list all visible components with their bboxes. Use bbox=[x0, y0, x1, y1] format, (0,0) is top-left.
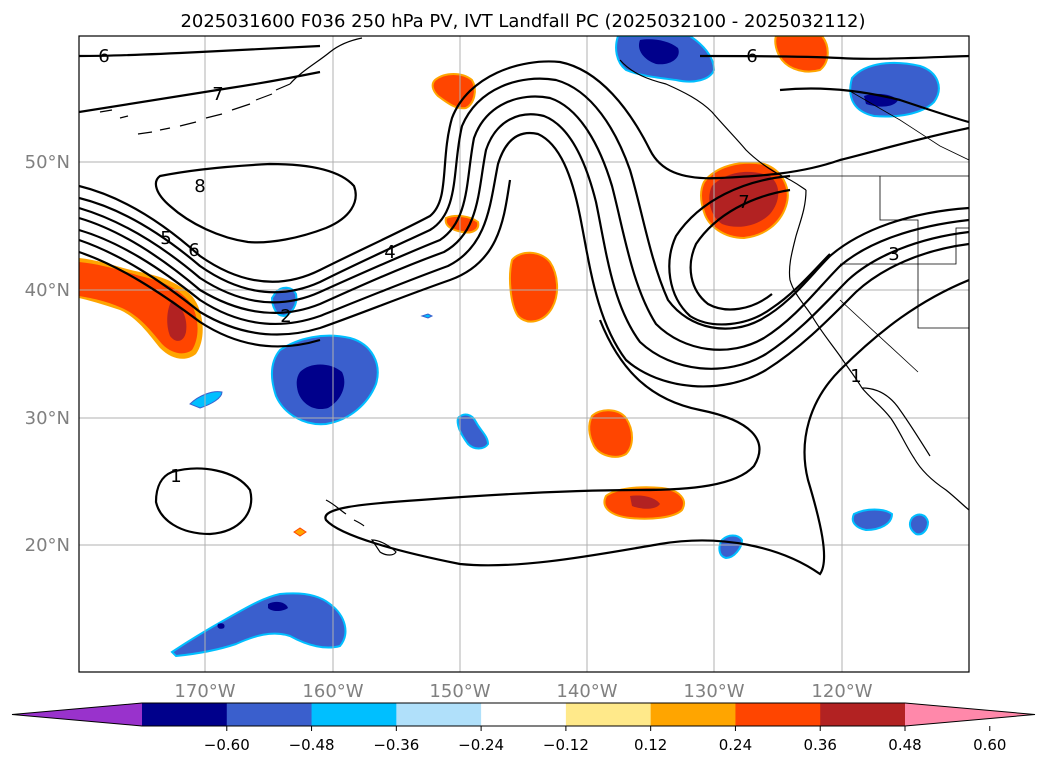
contour-label: 4 bbox=[384, 242, 395, 263]
gridlines bbox=[79, 36, 969, 672]
contour-label: 1 bbox=[850, 366, 861, 387]
negative-anomaly-shading bbox=[170, 36, 940, 658]
contour-label: 7 bbox=[738, 192, 749, 213]
colorbar-bin bbox=[735, 703, 821, 726]
colorbar-bin bbox=[226, 703, 313, 726]
colorbar-extend-high bbox=[905, 703, 1035, 726]
political-borders bbox=[790, 89, 969, 373]
contour-label: 2 bbox=[280, 306, 291, 327]
colorbar-bin bbox=[142, 703, 228, 726]
lon-label: 140°W bbox=[556, 681, 617, 702]
map-area: 6 7 8 5 6 4 2 6 7 3 1 1 bbox=[79, 36, 969, 672]
colorbar-bin bbox=[481, 703, 567, 726]
lat-label: 40°N bbox=[25, 280, 70, 301]
colorbar-bin bbox=[650, 703, 736, 726]
colorbar-tick-label: −0.60 bbox=[204, 736, 250, 754]
contour-labels: 6 7 8 5 6 4 2 6 7 3 1 1 bbox=[98, 46, 899, 487]
colorbar-tick-label: −0.12 bbox=[543, 736, 589, 754]
contour-label: 7 bbox=[212, 84, 223, 105]
colorbar-tick-label: 0.12 bbox=[634, 736, 667, 754]
colorbar-outline bbox=[11, 702, 1036, 727]
colorbar-tick-label: 0.36 bbox=[804, 736, 837, 754]
colorbar-bin bbox=[565, 703, 652, 726]
colorbar: −0.60 −0.48 −0.36 −0.24 −0.12 0.12 0.24 0.36 0.4… bbox=[11, 702, 1036, 754]
contour-label: 3 bbox=[888, 244, 899, 265]
colorbar-tick-label: −0.24 bbox=[458, 736, 504, 754]
lon-label: 150°W bbox=[429, 681, 490, 702]
colorbar-tick-label: −0.36 bbox=[373, 736, 419, 754]
map-frame bbox=[78, 35, 970, 673]
lat-label: 20°N bbox=[25, 535, 70, 556]
contour-lines bbox=[79, 44, 969, 576]
lon-label: 120°W bbox=[811, 681, 872, 702]
colorbar-bin bbox=[311, 703, 397, 726]
contour-label: 6 bbox=[746, 46, 757, 67]
colorbar-tick-label: 0.24 bbox=[719, 736, 752, 754]
colorbar-tick-label: 0.60 bbox=[973, 736, 1006, 754]
lon-label: 130°W bbox=[683, 681, 744, 702]
figure-title: 2025031600 F036 250 hPa PV, IVT Landfall… bbox=[180, 11, 865, 32]
lat-label: 50°N bbox=[25, 152, 70, 173]
lon-label: 160°W bbox=[302, 681, 363, 702]
contour-label: 5 bbox=[160, 228, 171, 249]
latitude-labels: 50°N 40°N 30°N 20°N bbox=[25, 152, 70, 556]
colorbar-bin bbox=[396, 703, 482, 726]
colorbar-extend-low bbox=[12, 703, 142, 726]
lon-label: 170°W bbox=[174, 681, 235, 702]
lat-label: 30°N bbox=[25, 408, 70, 429]
longitude-labels: 170°W 160°W 150°W 140°W 130°W 120°W bbox=[174, 681, 872, 702]
colorbar-tick-label: 0.48 bbox=[888, 736, 921, 754]
contour-label: 1 bbox=[170, 466, 181, 487]
contour-label: 8 bbox=[194, 176, 205, 197]
colorbar-tick-label: −0.48 bbox=[289, 736, 335, 754]
contour-label: 6 bbox=[188, 240, 199, 261]
contour-label: 6 bbox=[98, 46, 109, 67]
colorbar-bin bbox=[820, 703, 906, 726]
